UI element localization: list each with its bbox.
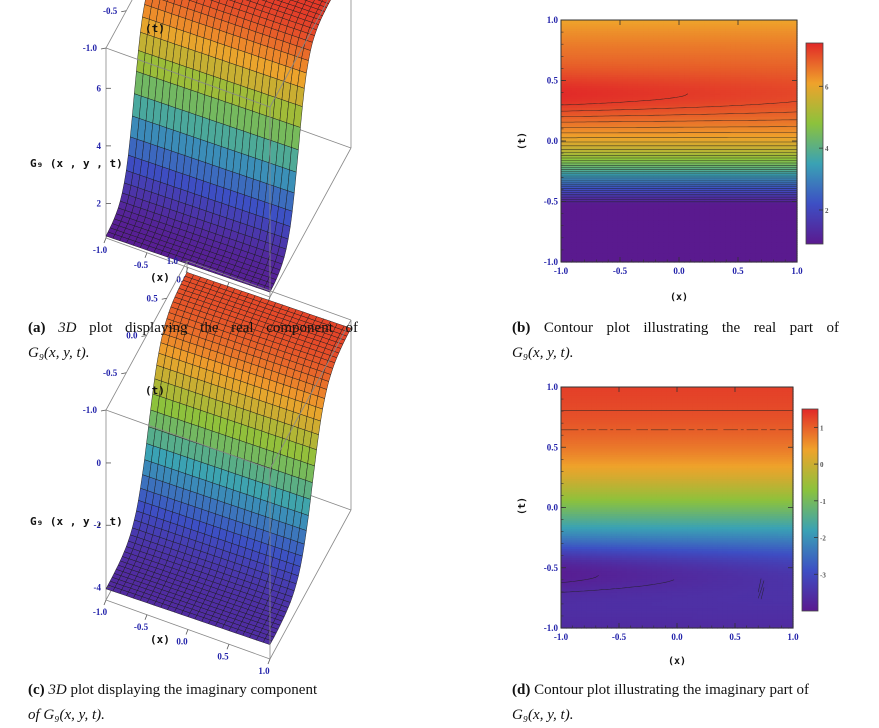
z-tick-label: 4 xyxy=(97,141,102,151)
x-tick-mark xyxy=(104,238,106,243)
x-tick-mark xyxy=(145,253,147,258)
a-surface-mesh xyxy=(106,0,351,292)
panel-a-surface: -1.0-0.50.00.51.0-1.0-0.50.00.51.0246 G₉… xyxy=(30,0,351,314)
a-z-axis-label: G₉ (x , y , t) xyxy=(30,157,123,170)
z-tick-label: 6 xyxy=(97,83,102,93)
y-tick-mark xyxy=(101,48,106,49)
y-tick-label: -1.0 xyxy=(83,43,98,53)
y-tick-label: -0.5 xyxy=(103,6,118,16)
a-x-axis-label: (x) xyxy=(150,271,170,284)
a-y-axis-label: (t) xyxy=(145,22,165,35)
x-tick-label: -0.5 xyxy=(134,260,149,270)
z-tick-label: 2 xyxy=(97,198,102,208)
b-contour-field xyxy=(561,20,798,263)
x-tick-label: -1.0 xyxy=(93,245,108,255)
